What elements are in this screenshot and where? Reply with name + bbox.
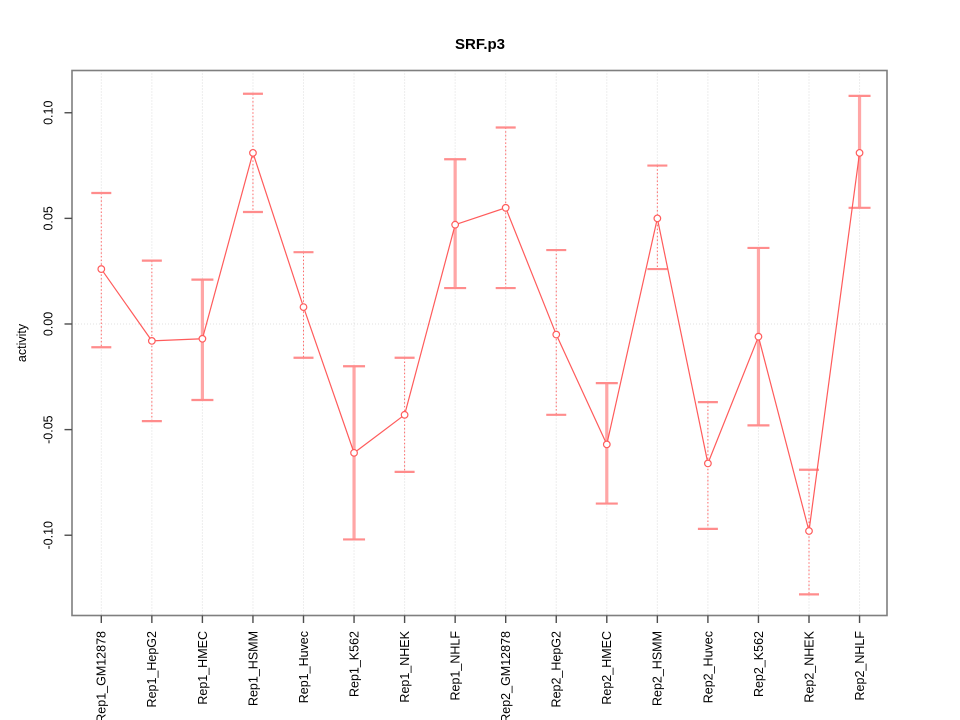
- data-point: [400, 410, 409, 419]
- plot-border: [71, 69, 888, 617]
- y-tick-label: -0.10: [41, 521, 55, 550]
- x-category-label: Rep1_NHLF: [449, 631, 463, 701]
- x-category-label: Rep1_Huvec: [297, 631, 311, 703]
- data-point: [552, 330, 561, 339]
- y-tick-label: -0.05: [41, 415, 55, 444]
- data-point: [602, 440, 611, 449]
- x-category-label: Rep1_HSMM: [246, 631, 260, 706]
- y-tick-label: 0.10: [41, 101, 55, 125]
- data-point: [501, 203, 510, 212]
- chart-title: SRF.p3: [454, 36, 505, 53]
- x-category-label: Rep2_K562: [752, 631, 766, 697]
- x-category-label: Rep2_HMEC: [600, 631, 614, 705]
- x-category-label: Rep1_K562: [347, 631, 361, 697]
- data-point: [299, 303, 308, 311]
- data-point: [451, 220, 460, 229]
- x-category-label: Rep1_HMEC: [196, 631, 210, 705]
- data-point: [754, 332, 763, 341]
- data-point: [653, 214, 662, 223]
- y-tick-label: 0.05: [41, 206, 55, 230]
- series-line: [100, 150, 861, 532]
- data-point: [855, 148, 864, 157]
- x-category-label: Rep2_GM12878: [499, 631, 513, 720]
- data-point: [147, 336, 156, 345]
- x-category-label: Rep2_HSMM: [651, 631, 665, 706]
- data-point: [198, 334, 207, 343]
- data-point: [350, 448, 358, 457]
- x-category-label: Rep2_Huvec: [701, 631, 715, 703]
- x-category-label: Rep1_HepG2: [145, 631, 159, 707]
- y-axis-label: activity: [15, 323, 29, 363]
- data-point: [249, 148, 257, 157]
- x-category-label: Rep2_NHEK: [802, 630, 816, 702]
- x-category-label: Rep2_HepG2: [550, 631, 564, 707]
- x-category-label: Rep1_GM12878: [95, 631, 109, 720]
- x-category-label: Rep1_NHEK: [398, 630, 412, 702]
- data-point: [805, 527, 813, 535]
- data-point: [704, 459, 712, 468]
- x-category-label: Rep2_NHLF: [853, 631, 867, 701]
- y-tick-label: 0.00: [41, 312, 55, 336]
- data-point: [97, 265, 106, 273]
